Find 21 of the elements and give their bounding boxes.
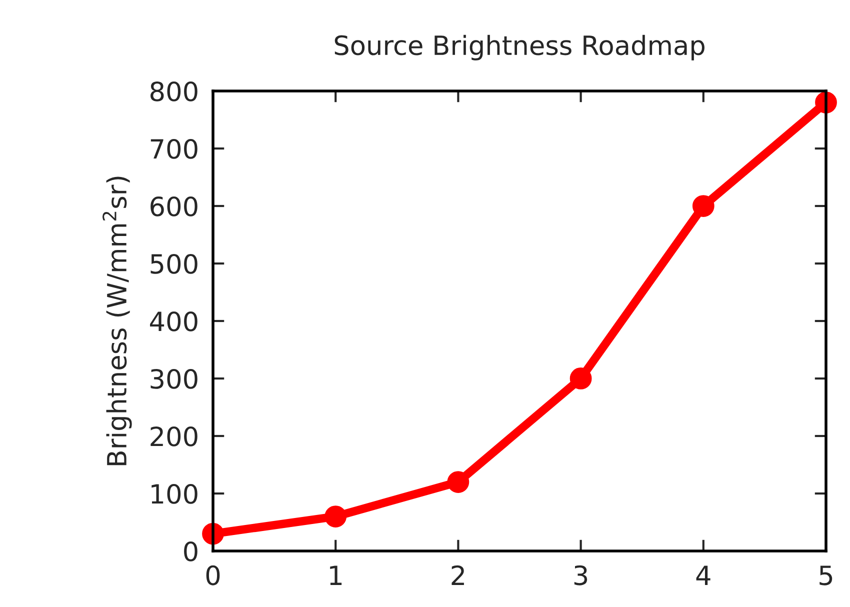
point [324, 506, 347, 528]
y-tick-label: 800 [150, 81, 198, 102]
y-tick-label: 600 [150, 196, 198, 216]
y-tick-label: 500 [150, 254, 198, 274]
x-tick-label: 1 [330, 566, 342, 585]
y-tick-label: 200 [150, 426, 198, 446]
chart-title: Source Brightness Roadmap [334, 34, 704, 60]
x-tick-label: 5 [820, 566, 832, 586]
x-tick-label: 2 [452, 565, 464, 585]
y-tick-label: 0 [184, 541, 198, 562]
y-axis-title: Brightness (W/mm$^{2}$sr) [102, 176, 132, 466]
x-tick-label: 3 [574, 565, 588, 586]
point [692, 195, 714, 217]
y-tick-label: 700 [150, 138, 198, 159]
x-tick-label: 4 [696, 566, 710, 585]
x-tick-label: 0 [206, 565, 220, 586]
y-tick-label: 400 [150, 311, 198, 332]
y-tick-label: 100 [152, 484, 198, 504]
point [447, 471, 470, 493]
point [570, 368, 592, 390]
y-tick-label: 300 [150, 368, 198, 389]
